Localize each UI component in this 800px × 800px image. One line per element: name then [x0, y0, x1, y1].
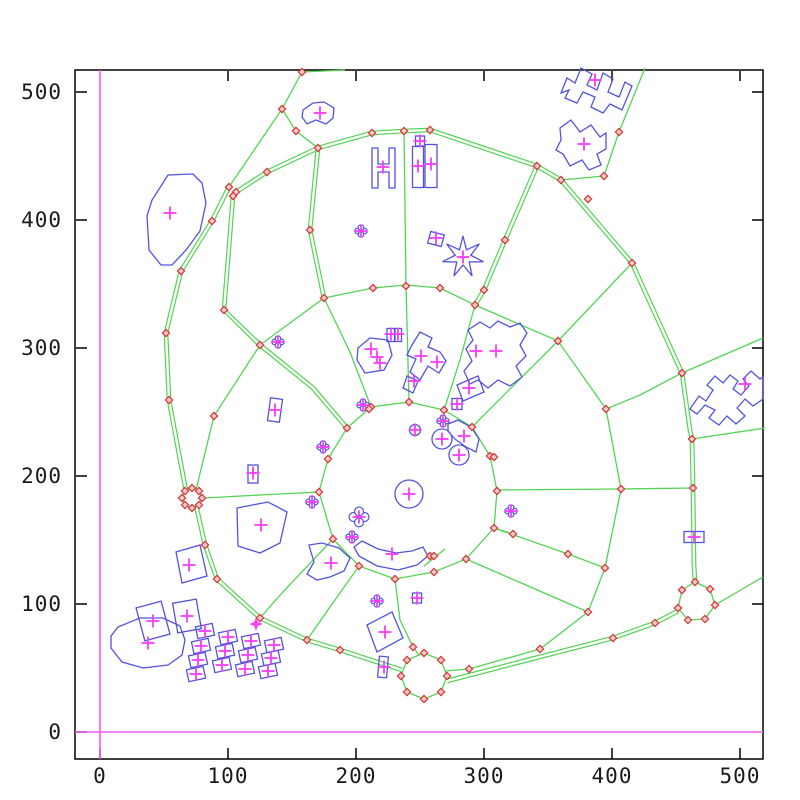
axis-labels: 0 100 200 300 400 500 0 100 200 300 400 500	[21, 80, 761, 788]
x-axis-tick-label: 300	[464, 764, 505, 788]
x-axis-tick-label: 0	[93, 764, 107, 788]
junction-diamonds	[161, 67, 720, 704]
flower-markers	[271, 224, 518, 608]
y-axis-tick-label: 200	[21, 464, 62, 488]
x-axis-tick-label: 200	[336, 764, 377, 788]
y-axis-tick-label: 0	[48, 720, 62, 744]
y-axis-tick-label: 300	[21, 336, 62, 360]
x-axis-tick-label: 400	[592, 764, 633, 788]
road-network	[163, 67, 766, 700]
x-axis-tick-label: 100	[208, 764, 249, 788]
centroid-crosses	[141, 73, 752, 681]
y-axis-tick-label: 400	[21, 208, 62, 232]
x-axis-tick-label: 500	[720, 764, 761, 788]
buildings-layer	[110, 67, 764, 683]
y-axis-tick-label: 500	[21, 80, 62, 104]
y-axis-tick-label: 100	[21, 592, 62, 616]
origin-axes	[75, 70, 763, 759]
